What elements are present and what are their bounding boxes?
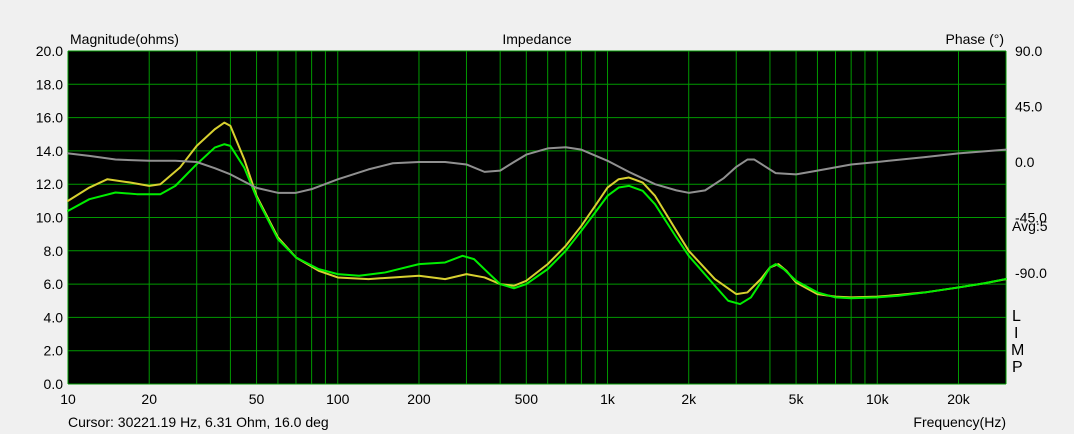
lim-letter-l: L	[1012, 308, 1021, 325]
x-tick-label: 50	[249, 391, 265, 407]
chart-title: Impedance	[502, 31, 571, 47]
magnitude-curve-0	[67, 121, 1007, 299]
right-axis-title: Phase (°)	[945, 31, 1004, 47]
x-tick-label: 1k	[600, 391, 616, 407]
right-y-tick-label: 0.0	[1015, 154, 1035, 170]
left-y-tick-label: 4.0	[44, 309, 64, 325]
tick-labels: 10 20 50 100 200 500 1k 2k 5k 10k 20k 20.0 18.0 16.0 1…	[36, 43, 1047, 407]
right-y-tick-label: -45.0	[1015, 210, 1047, 226]
left-y-tick-label: 10.0	[36, 210, 63, 226]
x-tick-label: 2k	[681, 391, 697, 407]
left-y-tick-label: 12.0	[36, 176, 63, 192]
x-axis-title: Frequency(Hz)	[913, 414, 1006, 430]
average-label: Avg:5	[1012, 218, 1048, 234]
x-tick-label: 500	[515, 391, 539, 407]
x-tick-label: 200	[407, 391, 431, 407]
right-y-tick-label: 45.0	[1015, 99, 1042, 115]
x-tick-label: 10	[60, 391, 76, 407]
lim-letter-m: M	[1011, 342, 1024, 359]
lim-letter-p: P	[1012, 359, 1023, 376]
x-tick-label: 20	[141, 391, 157, 407]
left-y-tick-label: 20.0	[36, 43, 63, 59]
cursor-readout: Cursor: 30221.19 Hz, 6.31 Ohm, 16.0 deg	[68, 414, 329, 430]
series-lines	[67, 121, 1007, 306]
left-y-tick-label: 18.0	[36, 76, 63, 92]
grid-lines	[67, 50, 1007, 385]
right-y-tick-label: 90.0	[1015, 43, 1042, 59]
left-y-tick-label: 8.0	[44, 243, 64, 259]
left-y-tick-label: 14.0	[36, 143, 63, 159]
left-y-tick-label: 6.0	[44, 276, 64, 292]
magnitude-curve-1	[67, 143, 1007, 306]
left-y-tick-label: 16.0	[36, 110, 63, 126]
x-tick-label: 20k	[947, 391, 971, 407]
phase-curve-2	[67, 146, 1007, 194]
x-tick-label: 10k	[866, 391, 890, 407]
right-y-tick-label: -90.0	[1015, 265, 1047, 281]
x-tick-label: 5k	[789, 391, 805, 407]
left-y-tick-label: 2.0	[44, 343, 64, 359]
left-y-tick-label: 0.0	[44, 376, 64, 392]
x-tick-label: 100	[326, 391, 350, 407]
lim-letter-i: I	[1014, 325, 1018, 342]
left-axis-title: Magnitude(ohms)	[70, 31, 179, 47]
